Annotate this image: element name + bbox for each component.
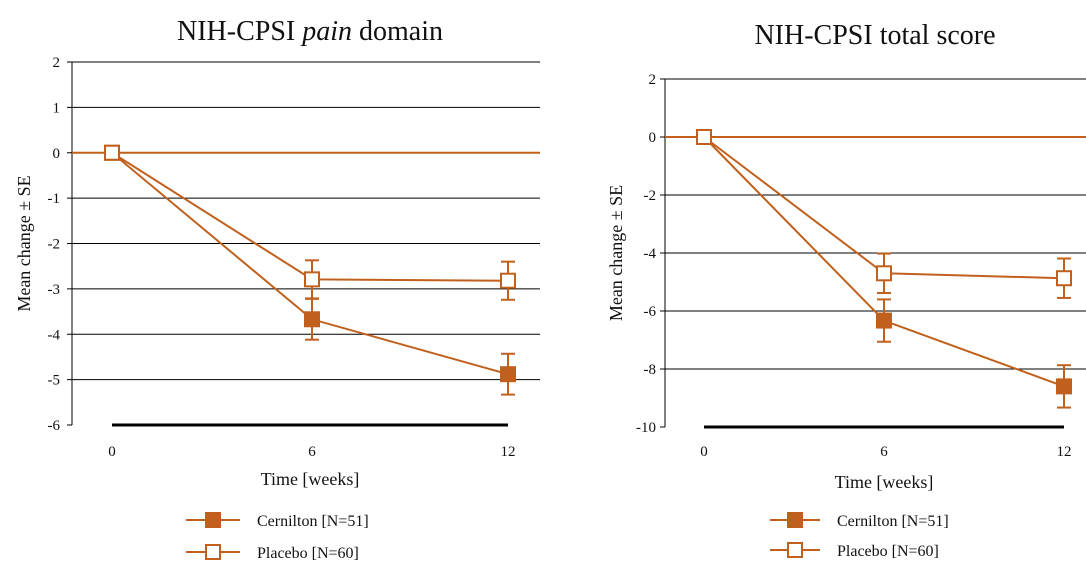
legend-label: Placebo [N=60] <box>837 543 939 560</box>
x-tick-label: 12 <box>1057 444 1072 460</box>
x-tick-label: 6 <box>308 444 316 460</box>
data-point-cernilton <box>876 312 892 329</box>
y-tick-label: -6 <box>644 304 657 320</box>
chart-panel-2: NIH-CPSI total score 2 0 -2 -4 -6 -8 -10 0 6 12 Tim… <box>606 20 1086 560</box>
legend-label: Placebo [N=60] <box>257 545 359 562</box>
x-tick-label: 0 <box>700 444 708 460</box>
y-axis-label: Mean change ± SE <box>606 185 626 321</box>
x-axis-label: Time [weeks] <box>835 472 934 492</box>
chart-panel-1: NIH-CPSI pain domain 2 1 0 -1 -2 -3 -4 -5 -6 0 6 12 T… <box>14 16 540 562</box>
data-point-cernilton <box>304 311 320 328</box>
data-point-placebo <box>304 271 320 288</box>
y-tick-label: 2 <box>53 55 61 71</box>
legend-marker <box>205 512 221 528</box>
y-tick-label: -4 <box>644 246 657 262</box>
y-tick-label: 0 <box>53 146 61 162</box>
legend-marker <box>205 544 221 560</box>
legend-marker <box>787 512 803 528</box>
y-tick-label: 1 <box>53 100 61 116</box>
y-tick-label: -4 <box>48 327 61 343</box>
x-tick-label: 12 <box>501 444 516 460</box>
series-line-cernilton <box>111 151 509 376</box>
data-point-placebo <box>500 272 516 289</box>
x-tick-label: 6 <box>880 444 888 460</box>
series-line-placebo <box>111 151 509 282</box>
data-point-placebo <box>876 265 892 282</box>
y-tick-label: -6 <box>48 418 61 434</box>
y-tick-label: -2 <box>644 188 657 204</box>
y-tick-label: -3 <box>48 282 61 298</box>
y-axis-label: Mean change ± SE <box>14 175 34 311</box>
y-tick-label: -5 <box>48 373 61 389</box>
x-tick-label: 0 <box>108 444 116 460</box>
data-point-placebo <box>104 144 120 161</box>
chart-title: NIH-CPSI pain domain <box>177 16 443 47</box>
y-tick-label: 0 <box>649 130 657 146</box>
legend-marker <box>787 542 803 558</box>
data-point-placebo <box>696 129 712 145</box>
y-tick-label: 2 <box>649 72 657 88</box>
y-tick-label: -1 <box>48 191 61 207</box>
y-tick-label: -2 <box>48 237 61 253</box>
data-point-cernilton <box>500 366 516 383</box>
chart-title: NIH-CPSI total score <box>754 20 995 51</box>
y-tick-label: -8 <box>644 362 657 378</box>
data-point-placebo <box>1056 270 1072 287</box>
data-point-cernilton <box>1056 378 1072 395</box>
legend-label: Cernilton [N=51] <box>837 513 949 530</box>
x-axis-label: Time [weeks] <box>261 469 360 489</box>
legend-label: Cernilton [N=51] <box>257 513 369 530</box>
y-tick-label: -10 <box>636 420 656 436</box>
